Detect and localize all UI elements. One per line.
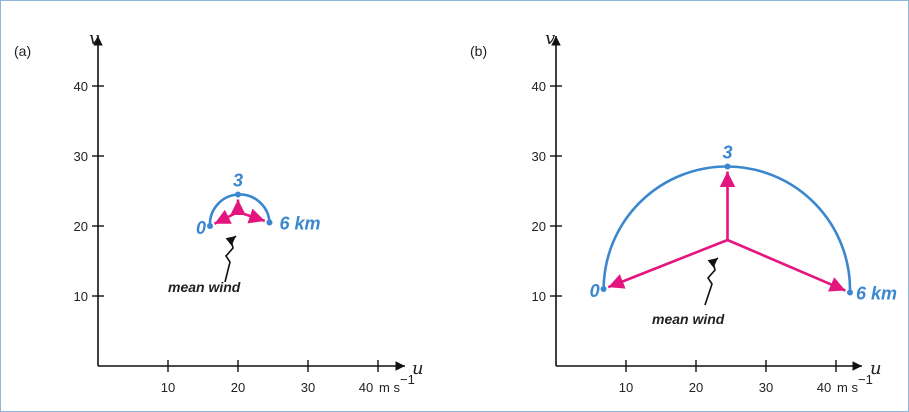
height-label: 0 — [590, 281, 600, 301]
x-tick-label: 10 — [161, 380, 175, 395]
panel-b: (b) v u 10 20 30 40 10 20 30 40 m s−1 0 3 6 km mean win… — [470, 28, 897, 395]
hodograph-point — [235, 191, 241, 198]
mean-wind-annotation: mean wind — [168, 279, 241, 295]
x-axis-unit-exponent: −1 — [400, 372, 415, 387]
hodograph-point — [600, 286, 607, 292]
hodograph-point — [724, 163, 731, 170]
mean-wind-pointer — [704, 257, 719, 306]
x-tick-label: 40 — [817, 380, 831, 395]
x-tick-label: 30 — [301, 380, 315, 395]
y-tick-label: 20 — [74, 219, 88, 234]
panel-label: (a) — [14, 43, 31, 59]
y-tick-label: 40 — [532, 79, 546, 94]
height-label: 6 km — [856, 284, 897, 304]
hodograph-point — [847, 289, 853, 296]
x-tick-label: 10 — [619, 380, 633, 395]
y-tick-label: 30 — [74, 149, 88, 164]
hodograph-point — [266, 219, 273, 226]
y-tick-label: 20 — [532, 219, 546, 234]
x-tick-label: 40 — [359, 380, 373, 395]
x-axis-letter: u — [412, 358, 424, 379]
x-axis-unit: m s — [837, 380, 858, 395]
y-axis-letter: v — [89, 28, 99, 49]
x-tick-label: 20 — [689, 380, 703, 395]
y-tick-label: 40 — [74, 79, 88, 94]
x-axis-unit: m s — [379, 380, 400, 395]
x-axis-unit-exponent: −1 — [858, 372, 873, 387]
shear-vector-arrow — [726, 238, 846, 292]
height-label: 0 — [196, 218, 206, 238]
y-tick-label: 30 — [532, 149, 546, 164]
shear-vector-arrow — [607, 238, 728, 289]
y-axis-letter: v — [545, 28, 555, 49]
height-label: 6 km — [280, 214, 321, 234]
hodograph-point — [207, 223, 213, 229]
height-label: 3 — [722, 143, 732, 163]
mean-wind-pointer — [224, 235, 237, 283]
panel-a: (a) v u 10 20 30 40 10 20 30 40 m s−1 0 3 6 km mean win… — [14, 28, 424, 395]
panel-label: (b) — [470, 43, 487, 59]
y-tick-label: 10 — [532, 289, 546, 304]
y-tick-label: 10 — [74, 289, 88, 304]
shear-vector-arrow — [213, 209, 239, 225]
mean-wind-annotation: mean wind — [652, 311, 725, 327]
x-tick-label: 20 — [231, 380, 245, 395]
shear-vector-arrow — [237, 208, 266, 224]
x-axis-letter: u — [870, 358, 882, 379]
x-tick-label: 30 — [759, 380, 773, 395]
height-label: 3 — [233, 171, 243, 191]
